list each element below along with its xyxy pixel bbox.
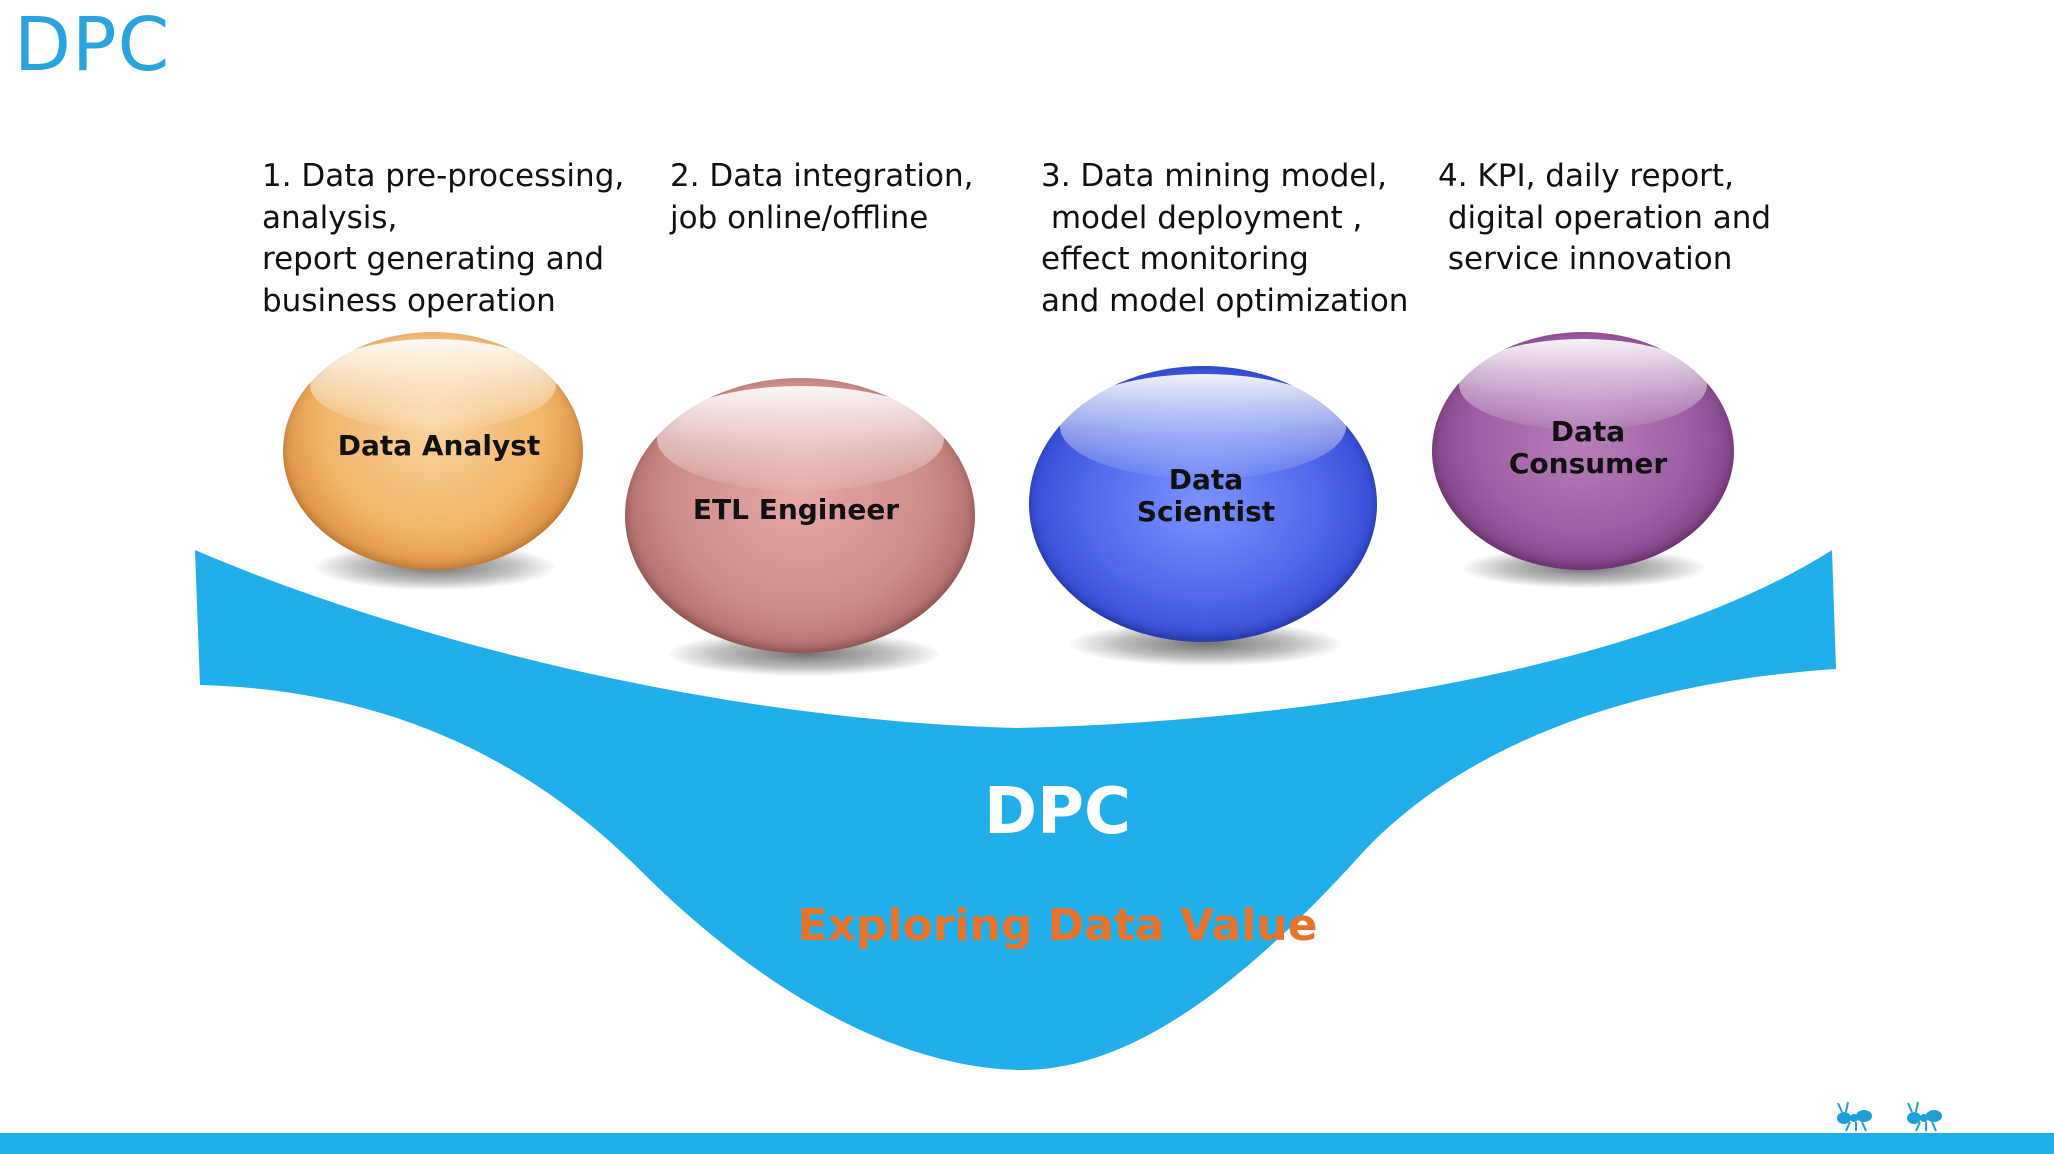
sphere-highlight bbox=[1060, 374, 1346, 480]
role-description-etl-engineer: 2. Data integration, job online/offline bbox=[670, 158, 974, 236]
sphere-highlight bbox=[1459, 339, 1707, 430]
bowl-shape bbox=[195, 550, 1836, 1071]
role-description-data-consumer: 4. KPI, daily report, digital operation … bbox=[1438, 158, 1772, 277]
role-description-data-scientist: 3. Data mining model, model deployment ,… bbox=[1041, 158, 1409, 319]
ant-icon bbox=[1837, 1101, 1872, 1132]
role-sphere-data-consumer: Data Consumer bbox=[1432, 332, 1734, 570]
ant-icon bbox=[1907, 1101, 1942, 1132]
slide-title: DPC bbox=[14, 2, 171, 88]
sphere-highlight bbox=[656, 386, 944, 491]
platform-subtitle: Exploring Data Value bbox=[797, 900, 1318, 951]
footer-bar bbox=[0, 1133, 2054, 1154]
role-description-data-analyst: 1. Data pre-processing, analysis, report… bbox=[262, 158, 625, 319]
role-label: Data Analyst bbox=[337, 429, 541, 462]
role-sphere-etl-engineer: ETL Engineer bbox=[625, 378, 975, 653]
role-label: Data Consumer bbox=[1508, 415, 1668, 480]
platform-title: DPC bbox=[984, 775, 1131, 849]
role-sphere-data-analyst: Data Analyst bbox=[283, 332, 583, 570]
role-label: ETL Engineer bbox=[692, 492, 900, 526]
sphere-highlight bbox=[310, 339, 556, 430]
role-sphere-data-scientist: Data Scientist bbox=[1029, 366, 1377, 642]
role-label: Data Scientist bbox=[1136, 463, 1276, 528]
